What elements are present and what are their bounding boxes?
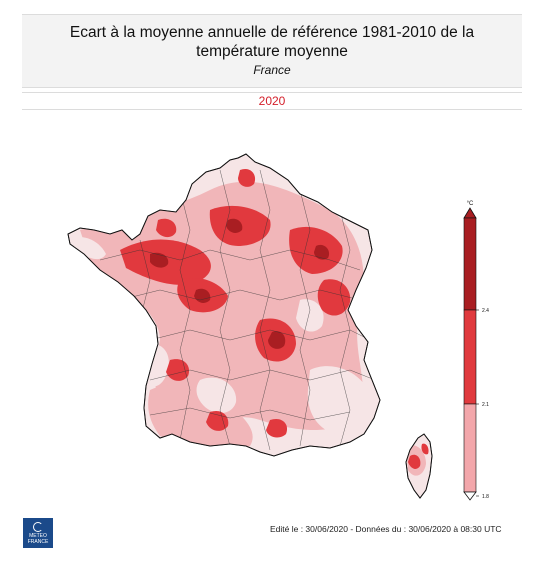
anomaly-zone-red-north-2 <box>238 168 256 187</box>
anomaly-zone-pale-east <box>296 299 324 332</box>
color-legend: °C 2.4 2.1 1.8 <box>440 196 500 506</box>
corsica <box>405 433 433 499</box>
corsica-zone-red-2 <box>421 443 429 455</box>
anomaly-fill <box>72 168 371 448</box>
legend-band-middle <box>463 309 477 405</box>
anomaly-zone-red-east <box>317 279 351 316</box>
france-map-svg <box>67 153 433 499</box>
legend-top-arrow <box>463 207 477 219</box>
legend-tick-label-3: 1.8 <box>482 494 489 500</box>
mainland-outline <box>67 153 381 457</box>
legend-tick-label-2: 2.1 <box>482 402 489 408</box>
year-label: 2020 <box>258 94 286 108</box>
anomaly-zone-red-south-2 <box>266 418 288 438</box>
year-banner: 2020 <box>22 92 522 110</box>
anomaly-zone-dark-1 <box>150 252 169 268</box>
anomaly-zone-light-south <box>148 385 253 448</box>
mainland-france <box>67 153 381 457</box>
anomaly-zone-pale-west <box>72 236 106 260</box>
anomaly-zone-pale-southeast <box>307 366 371 434</box>
map-title-line2: température moyenne <box>196 43 348 60</box>
anomaly-zone-red-southwest <box>166 359 190 381</box>
legend-bottom-arrow <box>463 491 477 501</box>
edit-info: Edité le : 30/06/2020 - Données du : 30/… <box>270 524 502 534</box>
meteo-france-logo-icon <box>33 522 43 532</box>
legend-band-bottom <box>463 403 477 493</box>
anomaly-zone-dark-2 <box>268 331 286 349</box>
anomaly-zone-dark-3 <box>314 244 330 260</box>
map-title: Ecart à la moyenne annuelle de référence… <box>22 23 522 61</box>
logo-line2: FRANCE <box>27 539 49 545</box>
map-subtitle: France <box>253 63 291 77</box>
department-borders <box>99 169 376 451</box>
logo-line1: METEO <box>29 533 47 539</box>
meteo-france-logo: METEO FRANCE <box>23 518 53 548</box>
france-map <box>60 150 455 510</box>
legend-tick-label-1: 2.4 <box>482 308 489 314</box>
map-title-line1: Ecart à la moyenne annuelle de référence… <box>69 24 475 41</box>
anomaly-zone-red-northwest <box>156 218 177 238</box>
corsica-zone-red <box>408 454 421 469</box>
anomaly-zone-dark-4 <box>226 218 243 233</box>
legend-svg: °C 2.4 2.1 1.8 <box>463 201 489 501</box>
legend-unit: °C <box>467 201 474 207</box>
header-panel: Ecart à la moyenne annuelle de référence… <box>22 14 522 88</box>
corsica-outline <box>405 433 433 499</box>
legend-band-top <box>463 217 477 311</box>
anomaly-zone-pale-south <box>196 377 237 414</box>
